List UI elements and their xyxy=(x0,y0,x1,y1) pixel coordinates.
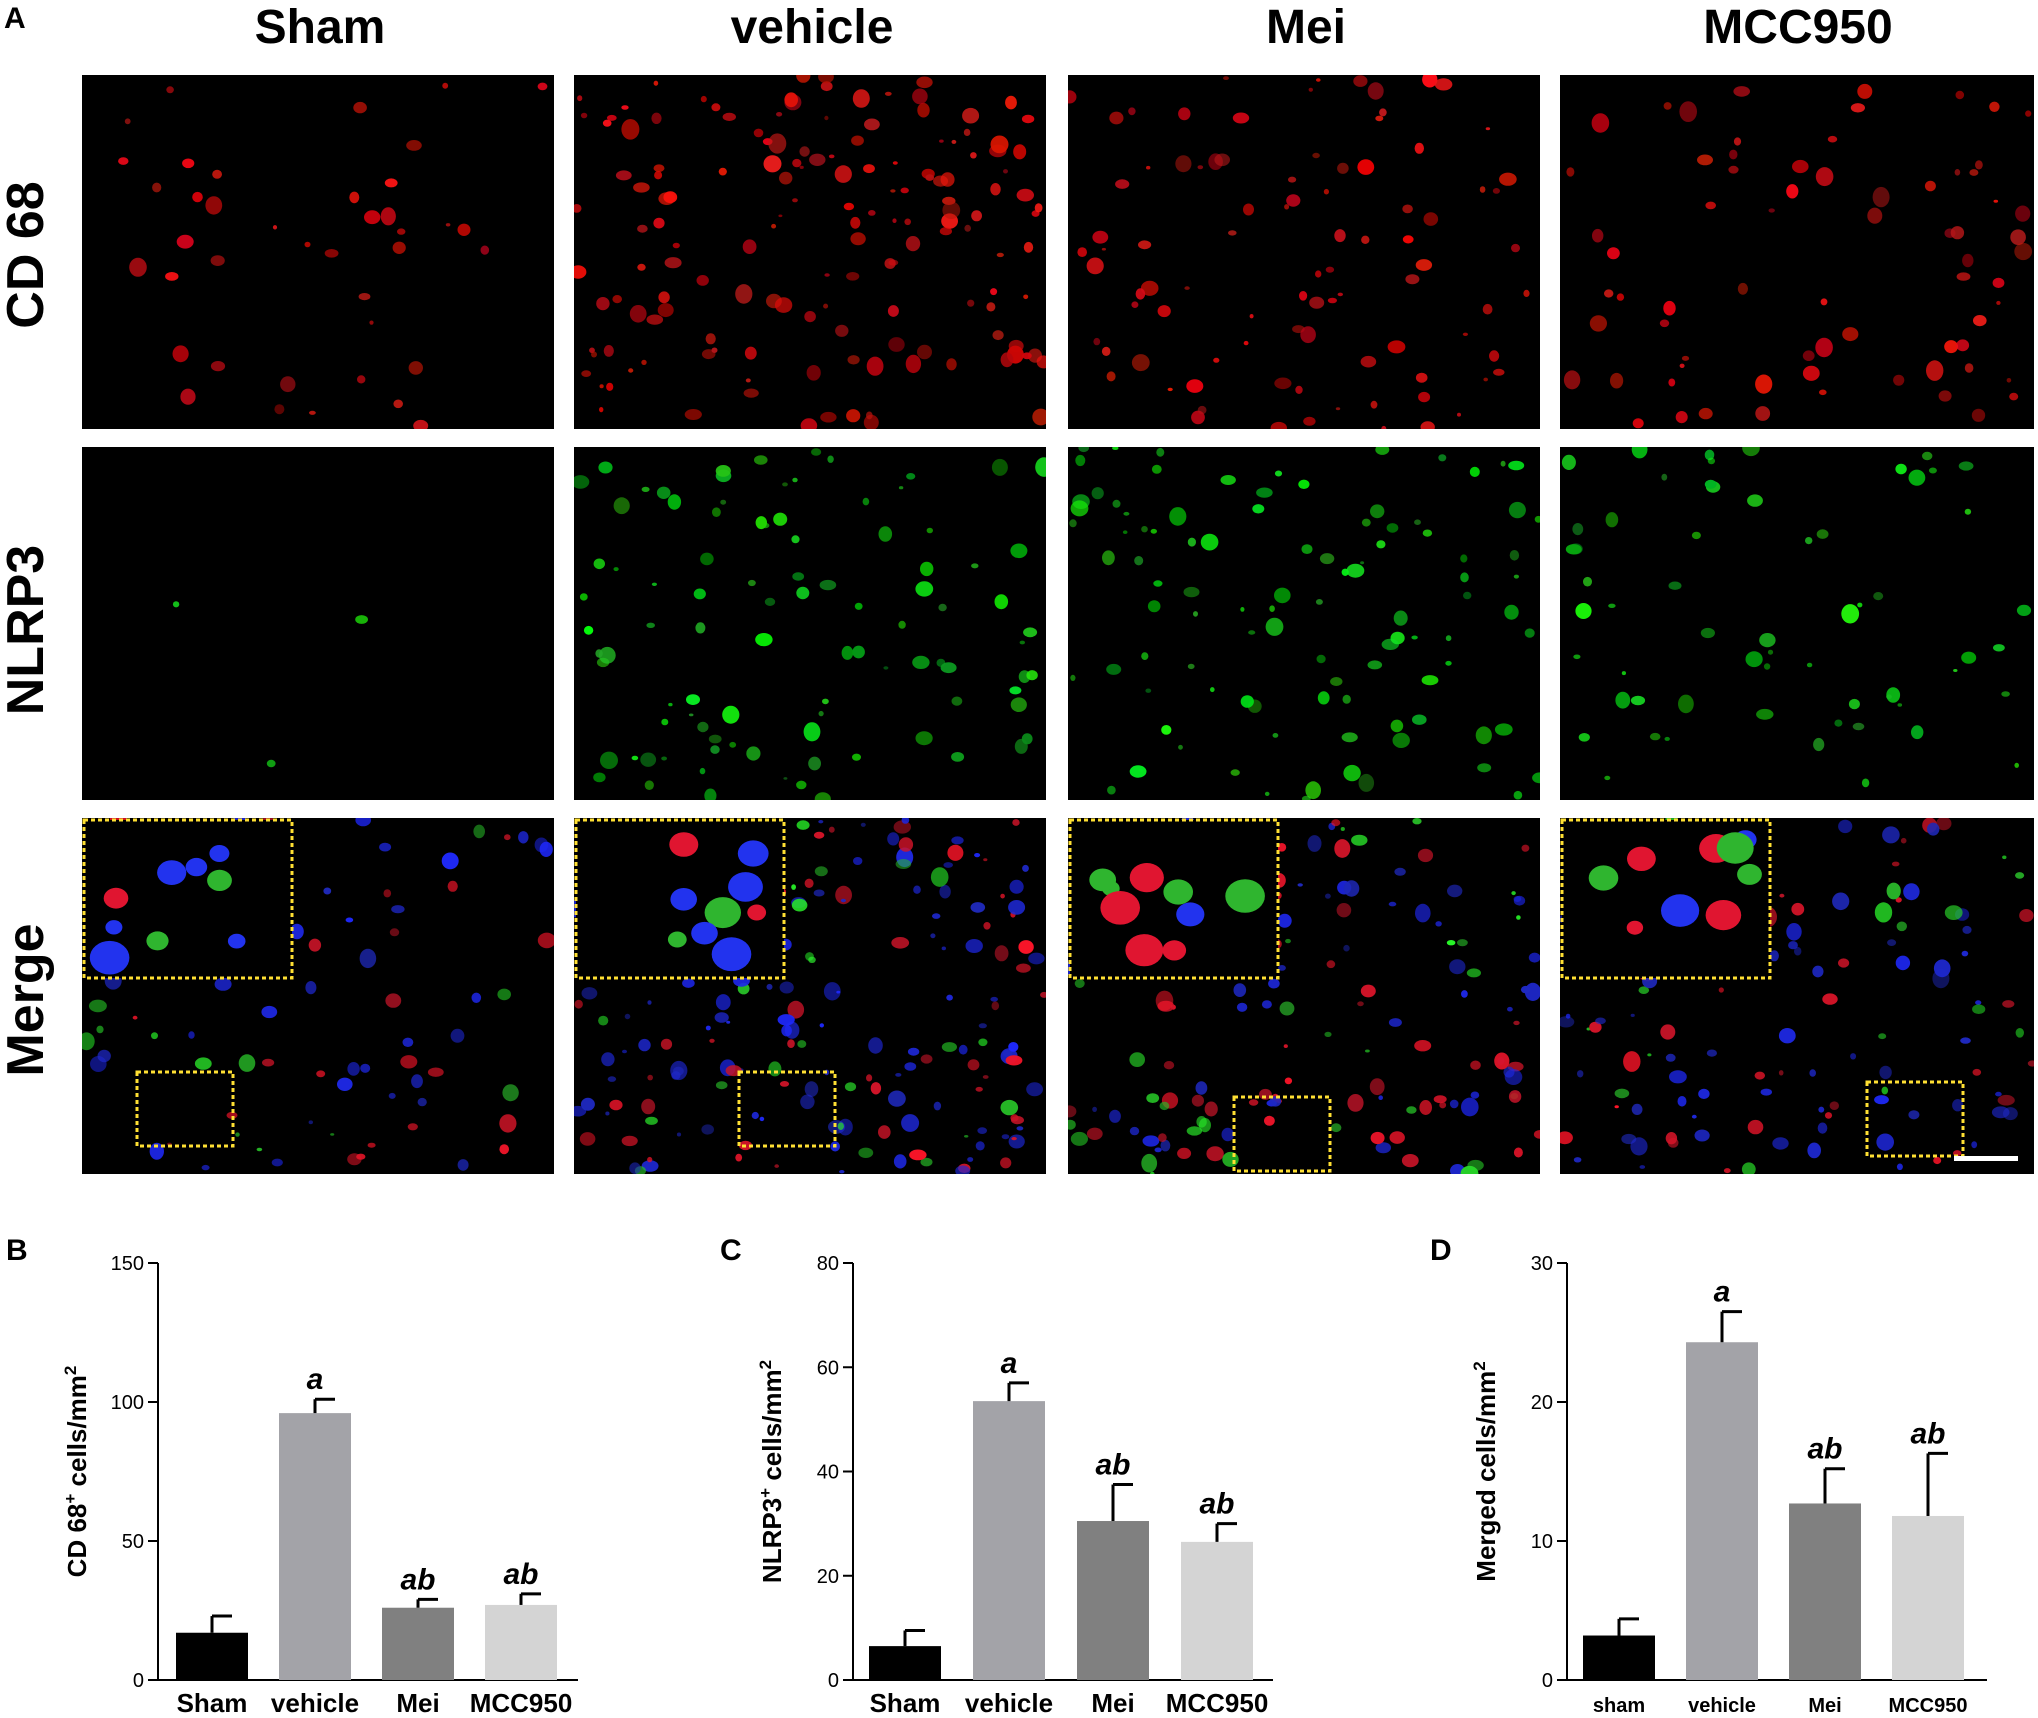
micrograph-1-0 xyxy=(82,447,554,800)
bar-sham xyxy=(176,1632,248,1680)
significance-label: ab xyxy=(503,1558,538,1591)
significance-label: ab xyxy=(1095,1449,1130,1482)
x-tick-label: Mei xyxy=(1091,1688,1134,1718)
x-tick-label: MCC950 xyxy=(470,1688,573,1718)
bar-mei xyxy=(382,1607,454,1680)
bar-mcc950 xyxy=(1181,1541,1253,1680)
micrograph-2-2 xyxy=(1068,818,1540,1174)
bar-mcc950 xyxy=(1892,1515,1964,1680)
micrograph-2-1 xyxy=(574,818,1046,1174)
x-tick-label: Mei xyxy=(396,1688,439,1718)
significance-label: ab xyxy=(400,1563,435,1596)
micrograph-1-3 xyxy=(1560,447,2034,800)
column-header-mei: Mei xyxy=(1265,1,1346,54)
micrograph-0-2 xyxy=(1068,75,1540,429)
y-axis-label: Merged cells/mm2 xyxy=(1470,1361,1501,1581)
chart-panel-b: B 0 50 100 150 CD 68+ cells/mm2 Sham a vehicle ab… xyxy=(6,1234,578,1718)
panel-letter-d: D xyxy=(1430,1234,1452,1267)
y-tick-label: 20 xyxy=(817,1566,839,1588)
row-label-cd68: CD 68 xyxy=(0,181,55,329)
y-tick-label: 150 xyxy=(111,1253,144,1275)
y-axis-label: CD 68+ cells/mm2 xyxy=(61,1366,92,1578)
bar-mei xyxy=(1077,1521,1149,1680)
micrograph-0-1 xyxy=(574,75,1046,429)
significance-label: ab xyxy=(1910,1417,1945,1450)
bar-vehicle xyxy=(279,1413,351,1680)
panel-letter-b: B xyxy=(6,1234,28,1267)
x-tick-label: vehicle xyxy=(965,1688,1053,1718)
significance-label: a xyxy=(307,1363,324,1396)
micrograph-2-3 xyxy=(1560,818,2034,1174)
y-tick-label: 100 xyxy=(111,1392,144,1414)
column-header-mcc950: MCC950 xyxy=(1703,1,1893,54)
y-tick-label: 0 xyxy=(133,1670,144,1692)
y-tick-label: 10 xyxy=(1531,1531,1553,1553)
y-tick-label: 80 xyxy=(817,1253,839,1275)
y-tick-label: 50 xyxy=(122,1531,144,1553)
significance-label: a xyxy=(1714,1276,1731,1309)
panel-letter-a: A xyxy=(4,2,26,35)
x-tick-label: Sham xyxy=(177,1688,248,1718)
x-tick-label: Mei xyxy=(1808,1695,1841,1717)
panel-letter-c: C xyxy=(720,1234,742,1267)
y-tick-label: 20 xyxy=(1531,1392,1553,1414)
bar-mei xyxy=(1789,1503,1861,1680)
x-tick-label: sham xyxy=(1593,1695,1645,1717)
row-label-nlrp3: NLRP3 xyxy=(0,544,55,716)
y-tick-label: 40 xyxy=(817,1462,839,1484)
micrograph-0-3 xyxy=(1560,75,2034,429)
y-tick-label: 0 xyxy=(1542,1670,1553,1692)
y-axis-label: NLRP3+ cells/mm2 xyxy=(756,1360,787,1583)
micrograph-0-0 xyxy=(82,75,554,429)
x-tick-label: vehicle xyxy=(271,1688,359,1718)
bar-vehicle xyxy=(1686,1342,1758,1680)
bar-sham xyxy=(869,1646,941,1680)
chart-panel-c: C 0 20 40 60 80 NLRP3+ cells/mm2 Sham a vehicle ab… xyxy=(720,1234,1273,1718)
column-header-vehicle: vehicle xyxy=(730,1,894,54)
y-tick-label: 30 xyxy=(1531,1253,1553,1275)
bar-vehicle xyxy=(973,1401,1045,1680)
bar-sham xyxy=(1583,1635,1655,1680)
micrograph-2-0 xyxy=(82,818,554,1174)
x-tick-label: MCC950 xyxy=(1166,1688,1269,1718)
x-tick-label: MCC950 xyxy=(1889,1695,1968,1717)
micrograph-1-2 xyxy=(1068,447,1540,800)
y-tick-label: 60 xyxy=(817,1357,839,1379)
y-tick-label: 0 xyxy=(828,1670,839,1692)
x-tick-label: vehicle xyxy=(1688,1695,1756,1717)
row-label-merge: Merge xyxy=(0,923,55,1077)
chart-panel-d: D 0 10 20 30 Merged cells/mm2 sham a vehicle ab Me… xyxy=(1430,1234,1987,1717)
micrograph-1-1 xyxy=(574,447,1046,800)
significance-label: a xyxy=(1001,1347,1018,1380)
significance-label: ab xyxy=(1199,1488,1234,1521)
column-header-sham: Sham xyxy=(254,1,386,54)
significance-label: ab xyxy=(1807,1433,1842,1466)
bar-mcc950 xyxy=(485,1604,557,1680)
x-tick-label: Sham xyxy=(870,1688,941,1718)
